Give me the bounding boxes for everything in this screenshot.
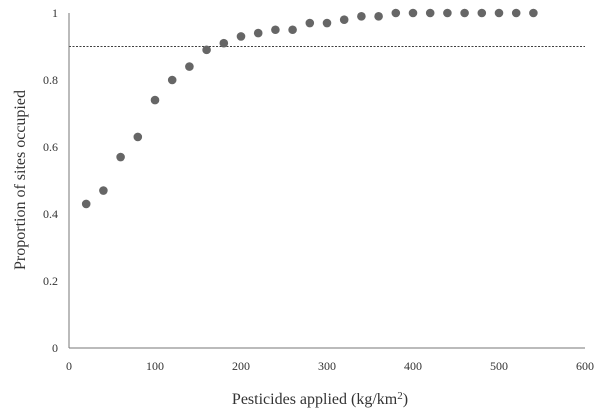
x-axis-title-main: Pesticides applied (kg/km (232, 391, 398, 408)
x-tick-label: 200 (232, 359, 250, 373)
data-point (494, 8, 504, 18)
data-point (167, 75, 177, 85)
x-tick-label: 100 (146, 359, 164, 373)
y-tick-labels: 0 0.2 0.4 0.6 0.8 1 (43, 6, 58, 355)
y-tick-label: 1 (52, 6, 58, 20)
data-point (391, 8, 401, 18)
data-point (219, 38, 229, 48)
data-point (477, 8, 487, 18)
y-tick-label: 0.8 (43, 73, 58, 87)
data-point (253, 28, 263, 38)
x-tick-labels: 0 100 200 300 400 500 600 (66, 359, 594, 373)
x-axis-title: Pesticides applied (kg/km2) (232, 390, 408, 408)
data-point (150, 95, 160, 105)
data-point (271, 25, 280, 35)
x-tick-label: 300 (318, 359, 336, 373)
y-axis-title: Proportion of sites occupied (12, 90, 29, 270)
x-tick-label: 400 (404, 359, 422, 373)
x-tick-label: 0 (66, 359, 72, 373)
data-point (425, 8, 435, 18)
data-point (116, 152, 125, 162)
data-point (185, 62, 194, 71)
axes (68, 13, 585, 349)
y-tick-label: 0 (52, 341, 58, 355)
data-point (339, 15, 349, 24)
data-point (529, 8, 538, 18)
data-point (460, 8, 469, 18)
data-point (236, 32, 246, 41)
x-tick-label: 600 (576, 359, 594, 373)
x-tick-label: 500 (490, 359, 508, 373)
data-points (81, 8, 538, 209)
data-point (81, 199, 91, 209)
data-point (202, 45, 211, 55)
data-point (511, 8, 521, 18)
x-axis-title-superscript: 2 (397, 390, 403, 402)
data-point (374, 12, 383, 21)
data-point (288, 25, 297, 35)
data-point (133, 132, 143, 142)
data-point (99, 186, 108, 195)
y-tick-label: 0.6 (43, 140, 58, 154)
data-point (443, 8, 452, 18)
data-point (305, 18, 315, 28)
data-point (408, 8, 418, 18)
y-tick-label: 0.4 (43, 207, 58, 221)
data-point (357, 12, 366, 21)
y-tick-label: 0.2 (43, 274, 58, 288)
x-axis-title-suffix: ) (403, 391, 408, 408)
data-point (322, 18, 332, 28)
